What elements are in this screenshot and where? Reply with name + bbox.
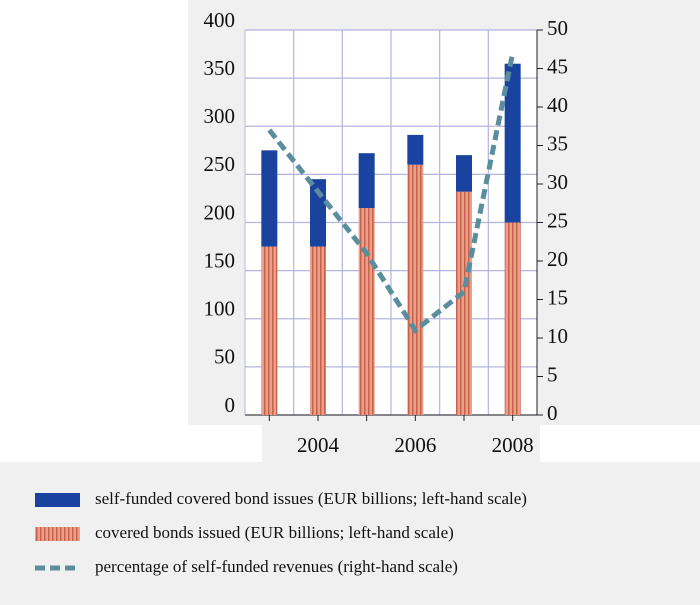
y2-tick-label: 40 — [547, 93, 568, 117]
bar — [504, 63, 521, 223]
legend-swatch — [35, 493, 80, 507]
line — [267, 52, 516, 334]
y-tick-label: 400 — [204, 8, 236, 32]
bar — [407, 164, 424, 415]
x-tick-label: 2008 — [492, 433, 534, 457]
bar — [407, 134, 424, 165]
y2-tick-label: 0 — [547, 401, 558, 425]
y2-tick-label: 25 — [547, 208, 568, 232]
legend-background — [0, 462, 700, 605]
bar — [456, 191, 472, 415]
y-tick-label: 0 — [225, 393, 236, 417]
y2-tick-label: 10 — [547, 324, 568, 348]
legend-label: self-funded covered bond issues (EUR bil… — [95, 489, 527, 508]
y2-tick-label: 20 — [547, 247, 568, 271]
x-axis-background — [262, 425, 540, 465]
legend-label: covered bonds issued (EUR billions; left… — [95, 523, 454, 542]
y-tick-label: 50 — [214, 345, 235, 369]
legend-label: percentage of self-funded revenues (righ… — [95, 557, 458, 576]
y2-tick-label: 30 — [547, 170, 568, 194]
x-tick-label: 2004 — [297, 433, 340, 457]
y-tick-label: 200 — [204, 200, 236, 224]
y2-tick-label: 5 — [547, 362, 558, 386]
bar — [456, 155, 472, 192]
x-tick-label: 2006 — [394, 433, 436, 457]
y2-tick-label: 15 — [547, 285, 568, 309]
y2-tick-label: 35 — [547, 131, 568, 155]
y-tick-label: 150 — [204, 248, 236, 272]
bar — [358, 208, 375, 415]
bar — [261, 246, 278, 415]
y-tick-label: 350 — [204, 56, 236, 80]
legend-swatch — [35, 527, 80, 541]
y-tick-label: 100 — [204, 297, 236, 321]
bar — [310, 246, 326, 415]
y2-tick-label: 50 — [547, 16, 568, 40]
bar — [358, 153, 375, 209]
bar — [504, 222, 521, 415]
y-tick-label: 250 — [204, 152, 236, 176]
bar — [261, 150, 278, 247]
y2-tick-label: 45 — [547, 54, 568, 78]
y-tick-label: 300 — [204, 104, 236, 128]
